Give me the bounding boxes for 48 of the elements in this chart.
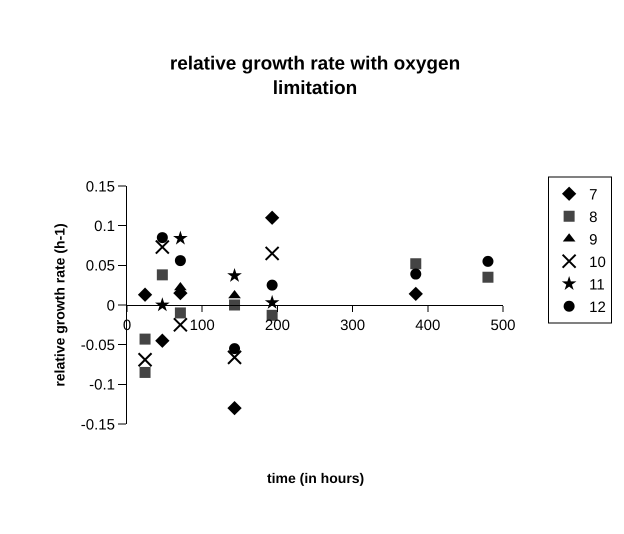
point [156, 232, 168, 244]
point [408, 286, 423, 302]
point [229, 300, 240, 310]
point [266, 280, 278, 291]
point [154, 240, 170, 255]
point [229, 343, 240, 354]
point [482, 272, 494, 283]
point [482, 256, 494, 267]
x-tick-label: 400 [415, 317, 440, 334]
y-tick-label: 0.05 [86, 258, 115, 275]
y-tick-label: 0.15 [86, 178, 115, 196]
y-tick-label: -0.15 [80, 416, 115, 434]
point [156, 269, 168, 280]
legend-label: 12 [589, 299, 606, 316]
point [140, 366, 151, 378]
point [264, 210, 280, 225]
y-tick-label: -0.1 [89, 376, 115, 394]
x-tick-label: 100 [190, 317, 215, 334]
y-tick-label: 0 [106, 297, 115, 314]
legend-label: 10 [589, 254, 606, 272]
point [410, 268, 422, 280]
x-axis-title: time (in hours) [267, 470, 364, 486]
point [173, 230, 188, 245]
legend-label: 9 [589, 232, 598, 249]
x-tick-label: 200 [264, 317, 290, 334]
legend-label: 11 [589, 276, 605, 294]
x-tick-label: 500 [490, 317, 516, 334]
point [410, 258, 422, 270]
point [172, 317, 188, 332]
point [174, 255, 186, 266]
point [138, 352, 153, 368]
y-axis-title: relative growth rate (h-1) [51, 223, 68, 387]
legend-label: 8 [589, 209, 598, 226]
point [155, 297, 170, 312]
point [227, 400, 242, 416]
chart-title: relative growth rate with oxygen limitation [170, 53, 460, 100]
point [227, 350, 242, 365]
y-tick-label: 0.1 [94, 218, 115, 235]
point [264, 246, 280, 261]
point [138, 288, 152, 302]
point [155, 334, 170, 348]
x-tick-label: 300 [340, 317, 366, 334]
y-tick-label: -0.05 [80, 336, 115, 354]
point [174, 307, 186, 318]
point [264, 294, 280, 309]
point [227, 268, 242, 282]
legend-label: 7 [589, 186, 598, 204]
point [140, 334, 151, 345]
